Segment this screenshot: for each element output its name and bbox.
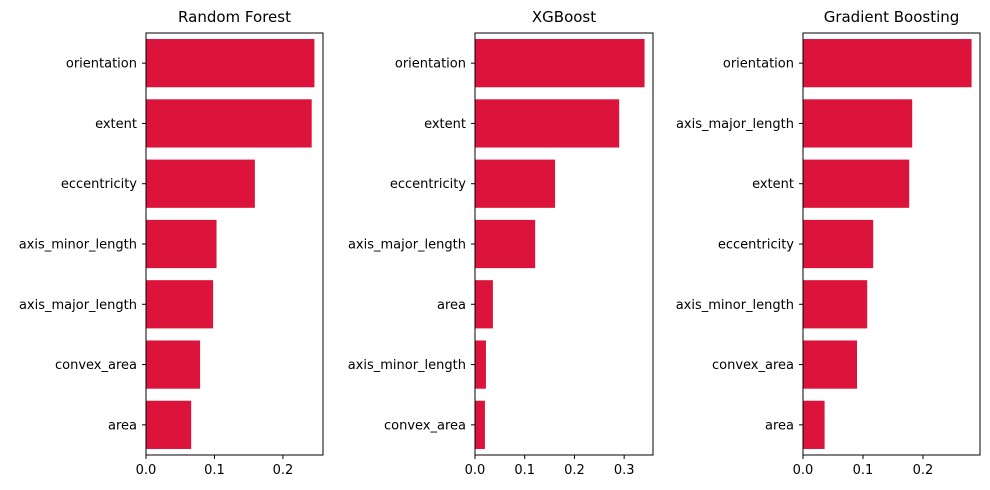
chart-title: XGBoost xyxy=(532,8,596,26)
bar-extent xyxy=(146,99,312,148)
x-tick-label: 0.1 xyxy=(514,463,535,478)
bar-area xyxy=(475,280,493,329)
y-tick-label: axis_major_length xyxy=(676,117,794,132)
y-tick-label: eccentricity xyxy=(61,177,137,192)
bar-eccentricity xyxy=(803,219,874,269)
y-tick-label: axis_minor_length xyxy=(348,358,466,373)
x-tick-label: 0.1 xyxy=(853,463,874,478)
y-tick-label: area xyxy=(108,418,137,433)
bar-convex-area xyxy=(475,400,485,449)
bar-area xyxy=(146,400,192,449)
panel-xgboost: orientation extent eccentricity axis_major_… xyxy=(348,8,654,478)
bar-area xyxy=(803,400,825,449)
bar-axis-major-length xyxy=(803,99,913,148)
y-tick-label: orientation xyxy=(723,57,794,72)
bar-axis-major-length xyxy=(146,280,214,329)
y-tick-label: convex_area xyxy=(384,418,466,433)
panel-random-forest: orientation extent eccentricity axis_minor_… xyxy=(19,8,324,478)
bar-axis-major-length xyxy=(475,219,536,269)
bar-orientation xyxy=(146,39,315,88)
y-tick-label: axis_minor_length xyxy=(676,298,794,313)
bar-extent xyxy=(475,99,620,148)
bar-axis-minor-length xyxy=(475,340,486,389)
bar-convex-area xyxy=(146,340,201,389)
chart-title: Random Forest xyxy=(178,8,291,26)
x-tick-label: 0.3 xyxy=(614,463,635,478)
bar-orientation xyxy=(475,39,645,88)
bar-eccentricity xyxy=(475,159,556,208)
x-tick-label: 0.2 xyxy=(564,463,585,478)
y-tick-label: convex_area xyxy=(55,358,137,373)
y-tick-label: eccentricity xyxy=(718,238,794,253)
y-tick-label: eccentricity xyxy=(390,177,466,192)
y-tick-label: extent xyxy=(752,177,794,192)
y-tick-label: orientation xyxy=(66,57,137,72)
x-tick-label: 0.0 xyxy=(793,463,814,478)
chart-title: Gradient Boosting xyxy=(824,8,960,26)
y-tick-label: extent xyxy=(424,117,466,132)
bar-axis-minor-length xyxy=(803,280,868,329)
y-tick-label: axis_minor_length xyxy=(19,238,137,253)
y-tick-label: axis_major_length xyxy=(19,298,137,313)
x-tick-label: 0.0 xyxy=(136,463,157,478)
y-tick-label: extent xyxy=(95,117,137,132)
bar-convex-area xyxy=(803,340,857,389)
bar-eccentricity xyxy=(146,159,255,208)
y-tick-label: area xyxy=(765,418,794,433)
y-tick-label: orientation xyxy=(395,57,466,72)
chart-panels: orientation extent eccentricity axis_minor_… xyxy=(19,8,981,478)
y-tick-label: axis_major_length xyxy=(348,238,466,253)
x-tick-label: 0.2 xyxy=(273,463,294,478)
bar-axis-minor-length xyxy=(146,219,217,269)
bar-orientation xyxy=(803,39,972,88)
x-tick-label: 0.1 xyxy=(204,463,225,478)
bar-extent xyxy=(803,159,910,208)
y-tick-label: convex_area xyxy=(712,358,794,373)
y-tick-label: area xyxy=(437,298,466,313)
x-tick-label: 0.0 xyxy=(465,463,486,478)
x-tick-label: 0.2 xyxy=(913,463,934,478)
